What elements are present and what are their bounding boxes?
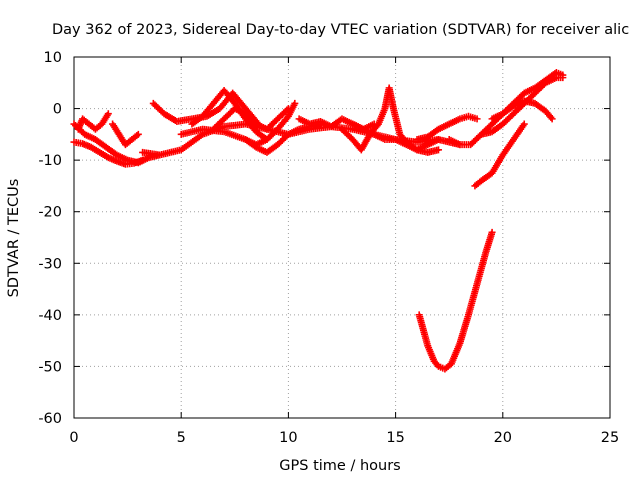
- data-point-marker: [104, 110, 112, 118]
- data-point-marker: [520, 120, 528, 128]
- series-track-b: [70, 138, 147, 168]
- data-point-marker: [134, 130, 142, 138]
- data-point-marker: [473, 115, 481, 123]
- x-tick-label: 5: [177, 430, 186, 446]
- y-tick-label: 0: [53, 102, 62, 118]
- y-tick-label: 10: [44, 50, 62, 66]
- x-tick-label: 20: [494, 430, 512, 446]
- x-tick-label: 25: [601, 430, 619, 446]
- plot-frame: [73, 56, 611, 419]
- x-tick-label: 15: [386, 430, 404, 446]
- data-point-marker: [139, 156, 147, 164]
- data-point-marker: [284, 105, 292, 113]
- y-tick-label: -20: [38, 205, 62, 221]
- grid-lines: [74, 57, 610, 418]
- series-track-r: [471, 120, 528, 190]
- y-tick-label: -30: [38, 256, 62, 272]
- data-point-marker: [283, 106, 291, 114]
- x-tick-label: 0: [69, 430, 78, 446]
- data-point-marker: [291, 99, 299, 107]
- y-tick-label: -10: [38, 153, 62, 169]
- x-axis-label: GPS time / hours: [279, 458, 400, 474]
- data-series: [70, 68, 567, 373]
- series-track-o: [445, 74, 567, 149]
- y-tick-label: -40: [38, 308, 62, 324]
- chart-title: Day 362 of 2023, Sidereal Day-to-day VTE…: [52, 22, 629, 38]
- series-track-i: [209, 105, 292, 133]
- y-tick-label: -50: [38, 359, 62, 375]
- axis-ticks: 0 5 10 15 20 25 -60 -50 -40 -30 -20 -10 0 10: [38, 50, 619, 446]
- x-tick-label: 10: [279, 430, 297, 446]
- series-track-c: [74, 110, 112, 133]
- series-track-m: [349, 120, 442, 156]
- data-point-marker: [488, 228, 496, 236]
- series-track-d: [109, 120, 142, 149]
- data-point-marker: [559, 71, 567, 79]
- series-track-g: [188, 87, 271, 144]
- series-track-n: [413, 112, 481, 144]
- data-point-marker: [548, 115, 556, 123]
- data-point-marker: [434, 146, 442, 154]
- series-track-s: [415, 228, 496, 373]
- series-track-q: [488, 68, 567, 123]
- y-tick-label: -60: [38, 411, 62, 427]
- y-axis-label: SDTVAR / TECUs: [6, 179, 22, 298]
